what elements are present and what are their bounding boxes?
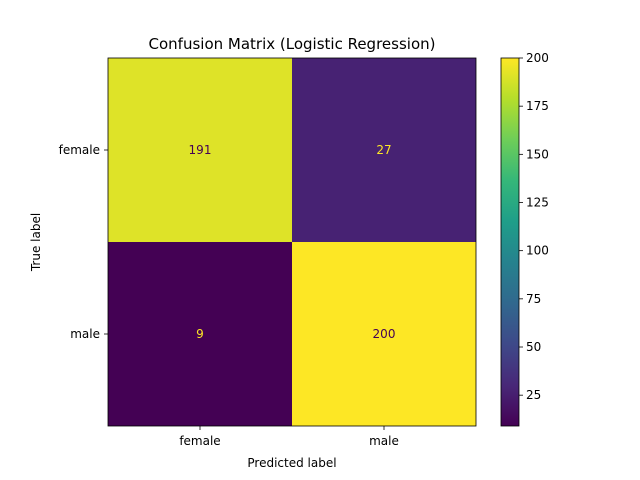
- cell-value-label: 200: [373, 327, 396, 341]
- chart-title: Confusion Matrix (Logistic Regression): [149, 35, 436, 53]
- heatmap-cell: [108, 242, 292, 426]
- colorbar-tick-label: 200: [526, 51, 549, 65]
- cell-value-label: 27: [376, 143, 391, 157]
- colorbar-axis: 25 50 75 100 125 150 175 200: [519, 51, 549, 402]
- y-axis: female male: [59, 143, 108, 341]
- y-tick-label: male: [70, 327, 100, 341]
- colorbar-tick-label: 150: [526, 147, 549, 161]
- x-axis-title: Predicted label: [247, 456, 336, 470]
- y-tick-label: female: [59, 143, 100, 157]
- colorbar-tick-label: 125: [526, 196, 549, 210]
- colorbar-tick-label: 75: [526, 292, 541, 306]
- cell-value-label: 9: [196, 327, 204, 341]
- heatmap-cells: [108, 58, 476, 426]
- x-axis: female male: [179, 426, 399, 448]
- x-tick-label: female: [179, 434, 220, 448]
- x-tick-label: male: [369, 434, 399, 448]
- heatmap-cell: [292, 58, 476, 242]
- colorbar-tick-label: 50: [526, 340, 541, 354]
- colorbar: [500, 57, 520, 427]
- colorbar-tick-label: 175: [526, 99, 549, 113]
- heatmap-cell-labels: 191 27 9 200: [189, 143, 396, 341]
- cell-value-label: 191: [189, 143, 212, 157]
- plot-frame: [107, 57, 477, 427]
- colorbar-tick-label: 100: [526, 244, 549, 258]
- y-axis-title: True label: [29, 213, 43, 272]
- colorbar-tick-label: 25: [526, 388, 541, 402]
- heatmap-cell: [292, 242, 476, 426]
- heatmap-cell: [108, 58, 292, 242]
